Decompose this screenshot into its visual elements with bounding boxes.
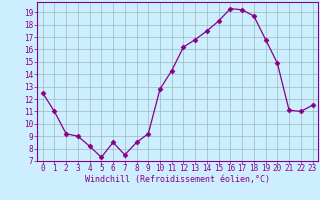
X-axis label: Windchill (Refroidissement éolien,°C): Windchill (Refroidissement éolien,°C) — [85, 175, 270, 184]
